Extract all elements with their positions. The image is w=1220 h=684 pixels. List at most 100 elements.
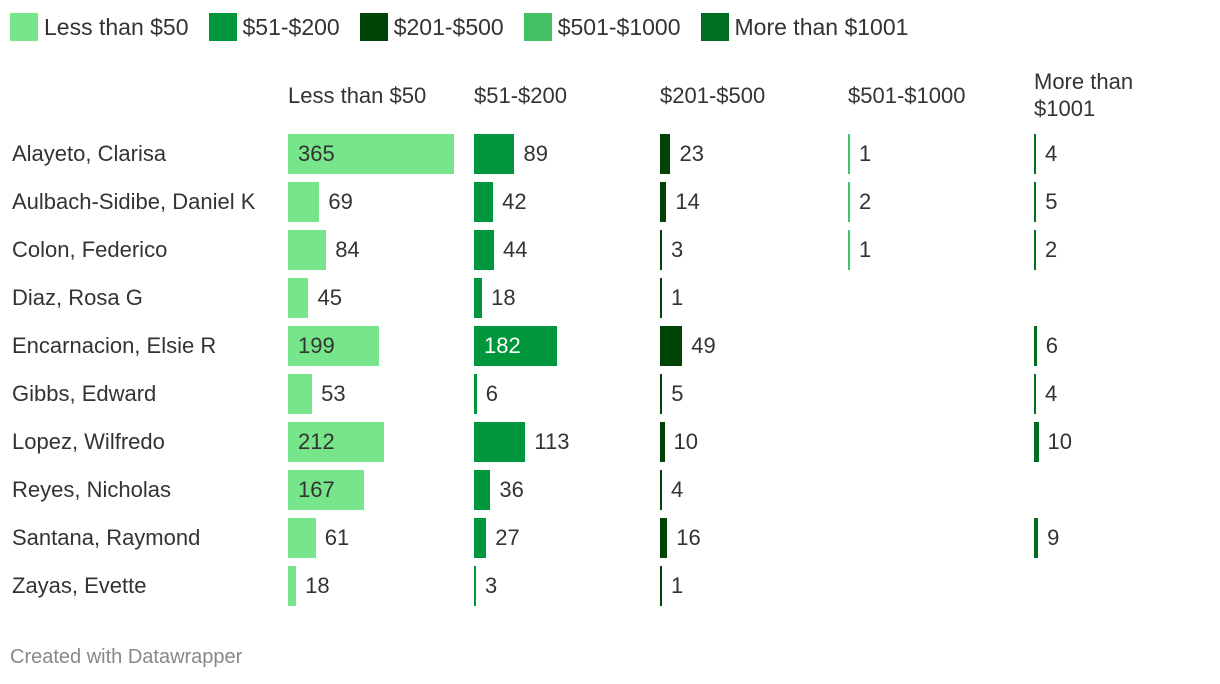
bar xyxy=(660,134,671,174)
legend-label: More than $1001 xyxy=(734,13,909,40)
data-label: 10 xyxy=(1047,429,1073,454)
data-label: 1 xyxy=(859,141,872,166)
footer-credit: Created with Datawrapper xyxy=(10,646,243,668)
data-label: 3 xyxy=(485,573,498,598)
bar xyxy=(474,278,483,318)
bar xyxy=(288,230,327,270)
bar xyxy=(848,134,850,174)
data-label: 182 xyxy=(484,333,521,358)
row-label: Aulbach-Sidibe, Daniel K xyxy=(12,189,256,214)
data-label: 3 xyxy=(671,237,684,262)
bar xyxy=(1034,518,1039,558)
legend-item: Less than $50 xyxy=(10,13,189,41)
legend-swatch xyxy=(700,13,729,41)
data-label: 5 xyxy=(1045,189,1058,214)
bar xyxy=(474,470,491,510)
bar xyxy=(288,182,320,222)
data-label: 199 xyxy=(298,333,335,358)
legend-label: $201-$500 xyxy=(393,13,504,40)
legend-label: Less than $50 xyxy=(44,13,189,40)
row-label: Encarnacion, Elsie R xyxy=(12,333,217,358)
bar xyxy=(1034,182,1037,222)
bar xyxy=(474,326,557,366)
data-label: 113 xyxy=(534,429,570,454)
data-label: 365 xyxy=(298,141,335,166)
data-label: 23 xyxy=(679,141,704,166)
data-label: 212 xyxy=(298,429,335,454)
data-label: 9 xyxy=(1047,525,1060,550)
row-label: Zayas, Evette xyxy=(12,573,147,598)
column-header: More than $1001 xyxy=(1034,69,1134,121)
bar xyxy=(474,182,494,222)
data-label: 167 xyxy=(298,477,335,502)
row-label: Reyes, Nicholas xyxy=(12,477,171,502)
data-label: 49 xyxy=(691,333,716,358)
bar xyxy=(288,422,385,462)
data-label: 2 xyxy=(1045,237,1058,262)
data-label: 45 xyxy=(317,285,342,310)
data-label: 2 xyxy=(859,189,872,214)
bar xyxy=(660,230,662,270)
data-label: 4 xyxy=(1045,141,1058,166)
legend-item: More than $1001 xyxy=(700,13,909,41)
legend-swatch xyxy=(10,13,38,41)
data-label: 18 xyxy=(491,285,516,310)
column-header: $201-$500 xyxy=(660,83,766,108)
data-label: 61 xyxy=(324,525,350,550)
bar xyxy=(288,326,379,366)
legend-item: $51-$200 xyxy=(208,13,340,41)
bar xyxy=(474,134,515,174)
bar xyxy=(1034,134,1036,174)
bar xyxy=(848,182,850,222)
data-label: 42 xyxy=(502,189,527,214)
legend-swatch xyxy=(208,13,237,41)
data-label: 69 xyxy=(328,189,353,214)
bar xyxy=(660,374,663,414)
bar xyxy=(660,278,662,318)
bar xyxy=(660,518,668,558)
data-label: 84 xyxy=(335,237,360,262)
bar xyxy=(288,278,309,318)
data-label: 44 xyxy=(503,237,528,262)
row-label: Lopez, Wilfredo xyxy=(12,429,165,454)
data-label: 27 xyxy=(495,525,520,550)
bar xyxy=(288,518,316,558)
bar xyxy=(660,182,667,222)
data-label: 6 xyxy=(1045,333,1058,358)
data-label: 53 xyxy=(321,381,346,406)
bar xyxy=(660,326,683,366)
bar xyxy=(474,422,526,462)
bar xyxy=(474,230,494,270)
legend-label: $51-$200 xyxy=(242,13,340,40)
row-label: Alayeto, Clarisa xyxy=(12,141,167,166)
data-label: 1 xyxy=(671,285,684,310)
column-header: $51-$200 xyxy=(474,83,567,108)
bar xyxy=(474,374,477,414)
data-label: 18 xyxy=(305,573,330,598)
row-label: Colon, Federico xyxy=(12,237,168,262)
row-label: Santana, Raymond xyxy=(12,525,201,550)
bar xyxy=(474,518,487,558)
column-header: Less than $50 xyxy=(288,83,427,108)
row-label: Diaz, Rosa G xyxy=(12,285,143,310)
legend-swatch xyxy=(523,13,552,41)
data-label: 4 xyxy=(671,477,684,502)
data-label: 14 xyxy=(675,189,700,214)
bar xyxy=(1034,422,1039,462)
data-label: 10 xyxy=(673,429,699,454)
row-label: Gibbs, Edward xyxy=(12,381,157,406)
data-label: 5 xyxy=(671,381,684,406)
chart-legend: Less than $50 $51-$200 $201-$500 $501-$1000… xyxy=(10,12,928,42)
bar xyxy=(288,566,297,606)
bar xyxy=(848,230,850,270)
bar xyxy=(1034,374,1036,414)
bar xyxy=(660,566,662,606)
bar xyxy=(474,566,476,606)
data-label: 6 xyxy=(485,381,498,406)
legend-swatch xyxy=(359,13,388,41)
bar xyxy=(660,422,665,462)
column-header: $501-$1000 xyxy=(848,83,966,108)
bar xyxy=(288,134,454,174)
legend-item: $201-$500 xyxy=(359,13,504,41)
bar xyxy=(288,470,364,510)
